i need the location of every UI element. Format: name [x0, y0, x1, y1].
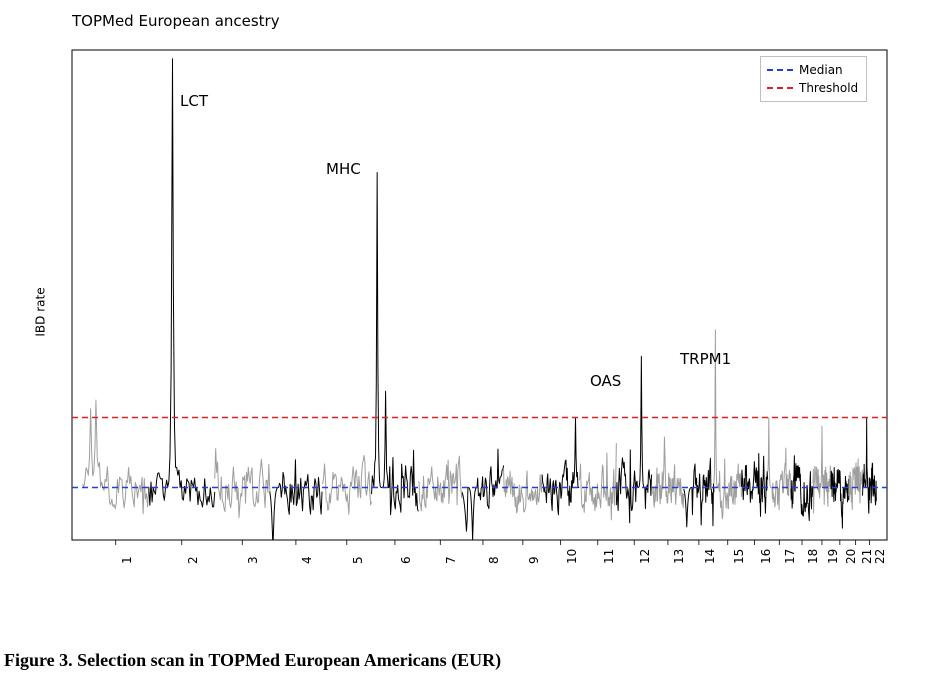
xtick-9: 9 [527, 556, 541, 564]
xtick-15: 15 [732, 549, 746, 564]
xtick-14: 14 [703, 549, 717, 564]
figure-caption: Figure 3. Selection scan in TOPMed Europ… [4, 650, 501, 671]
chart-title: TOPMed European ancestry [72, 12, 921, 30]
gene-label-mhc: MHC [326, 160, 361, 178]
xtick-19: 19 [826, 549, 840, 564]
xtick-6: 6 [399, 556, 413, 564]
gene-label-lct: LCT [180, 92, 208, 110]
xtick-13: 13 [672, 549, 686, 564]
xtick-1: 1 [120, 556, 134, 564]
gene-label-trpm1: TRPM1 [680, 350, 731, 368]
xtick-11: 11 [602, 549, 616, 564]
xtick-10: 10 [565, 549, 579, 564]
xtick-20: 20 [844, 549, 858, 564]
xtick-7: 7 [444, 556, 458, 564]
xtick-2: 2 [186, 556, 200, 564]
legend-label: Threshold [799, 81, 858, 95]
xtick-3: 3 [246, 556, 260, 564]
chart-area: IBD rate MedianThreshold LCTMHCOASTRPM1 … [20, 32, 900, 592]
legend: Median Threshold [760, 56, 867, 102]
xtick-21: 21 [860, 549, 874, 564]
legend-label: Median [799, 63, 843, 77]
xtick-8: 8 [487, 556, 501, 564]
xtick-18: 18 [806, 549, 820, 564]
legend-swatch [767, 87, 793, 89]
xtick-5: 5 [351, 556, 365, 564]
xtick-17: 17 [783, 549, 797, 564]
legend-swatch [767, 69, 793, 71]
xtick-16: 16 [759, 549, 773, 564]
chart-svg [20, 32, 900, 592]
xtick-4: 4 [300, 556, 314, 564]
xtick-12: 12 [638, 549, 652, 564]
legend-item-threshold: Threshold [767, 79, 858, 97]
xtick-22: 22 [873, 549, 887, 564]
gene-label-oas: OAS [590, 372, 621, 390]
legend-item-median: Median [767, 61, 858, 79]
